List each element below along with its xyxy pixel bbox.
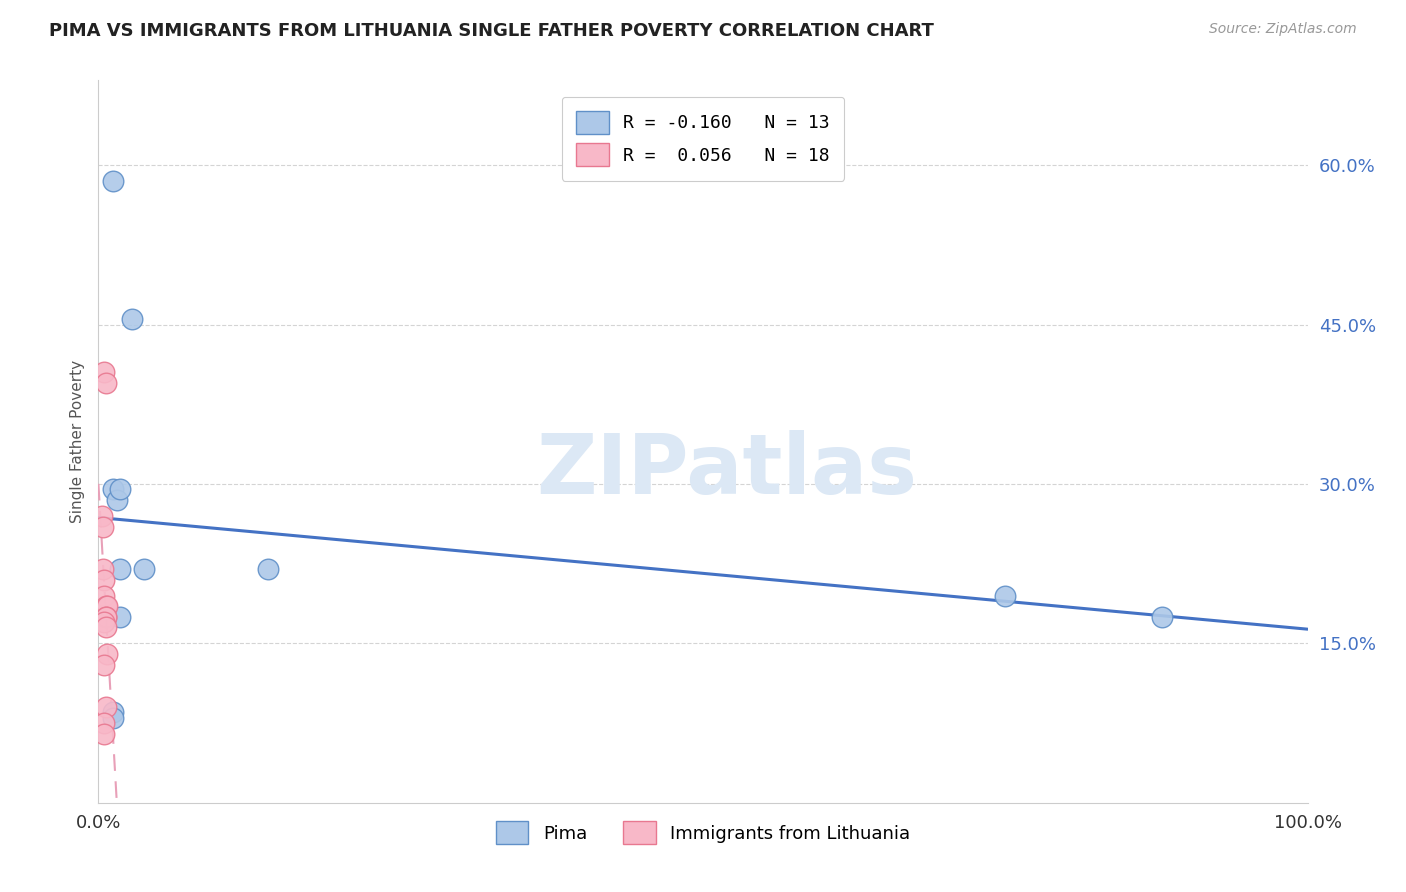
Point	[101, 711, 124, 725]
Point	[91, 519, 114, 533]
Point	[94, 610, 117, 624]
Point	[108, 610, 131, 624]
Point	[101, 483, 124, 497]
Point	[93, 573, 115, 587]
Legend: Pima, Immigrants from Lithuania: Pima, Immigrants from Lithuania	[489, 814, 917, 852]
Point	[101, 174, 124, 188]
Point	[101, 706, 124, 720]
Point	[93, 615, 115, 630]
Point	[94, 376, 117, 390]
Point	[1152, 610, 1174, 624]
Point	[93, 716, 115, 731]
Point	[994, 589, 1017, 603]
Point	[134, 562, 156, 576]
Point	[108, 483, 131, 497]
Point	[96, 647, 118, 661]
Point	[94, 620, 117, 634]
Point	[93, 727, 115, 741]
Point	[256, 562, 278, 576]
Text: ZIPatlas: ZIPatlas	[537, 430, 918, 511]
Point	[91, 508, 114, 523]
Point	[93, 657, 115, 672]
Y-axis label: Single Father Poverty: Single Father Poverty	[69, 360, 84, 523]
Point	[105, 493, 128, 508]
Text: PIMA VS IMMIGRANTS FROM LITHUANIA SINGLE FATHER POVERTY CORRELATION CHART: PIMA VS IMMIGRANTS FROM LITHUANIA SINGLE…	[49, 22, 934, 40]
Point	[94, 700, 117, 714]
Point	[91, 562, 114, 576]
Point	[94, 610, 117, 624]
Point	[121, 312, 143, 326]
Point	[96, 599, 118, 614]
Text: Source: ZipAtlas.com: Source: ZipAtlas.com	[1209, 22, 1357, 37]
Point	[93, 366, 115, 380]
Point	[94, 599, 117, 614]
Point	[108, 562, 131, 576]
Point	[93, 589, 115, 603]
